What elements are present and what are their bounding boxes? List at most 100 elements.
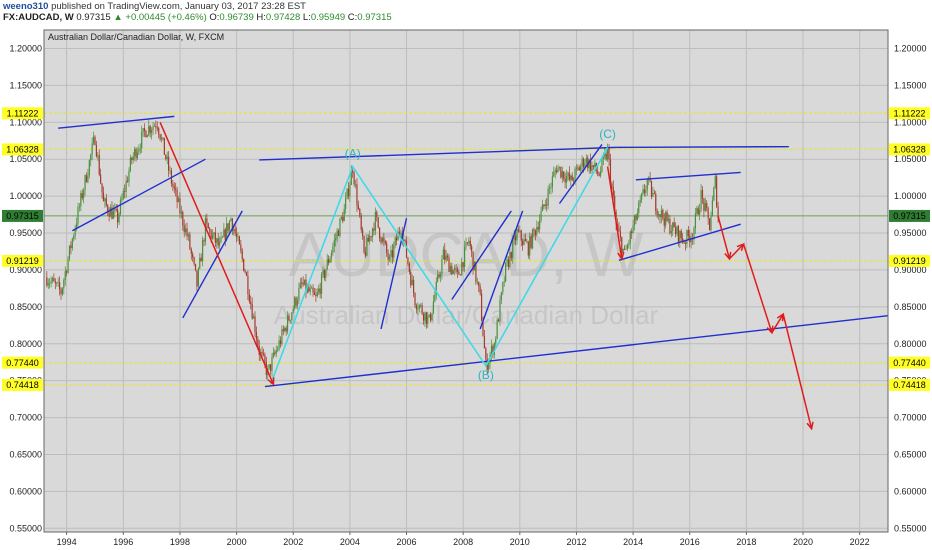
low-value: 0.95949 [310, 12, 346, 23]
candle-body [408, 263, 410, 273]
candle-body [565, 176, 568, 183]
high-value: 0.97428 [265, 12, 301, 23]
level-badge-left [2, 356, 43, 369]
candle-body [374, 211, 376, 231]
candle-body [619, 231, 621, 238]
level-badge-label-right: 0.91219 [893, 256, 926, 266]
candle-body [51, 278, 54, 282]
candle-body [680, 230, 682, 239]
trend-line [259, 146, 617, 161]
candle-body [645, 189, 647, 193]
projection-arrow-shaft [782, 314, 813, 429]
candle-body [700, 190, 702, 211]
candle-body [49, 283, 51, 284]
candle-body [329, 258, 331, 263]
projection-arrow-shaft [606, 166, 623, 259]
candle-body [550, 187, 552, 189]
candle-body [74, 228, 76, 236]
candle-body [292, 308, 294, 313]
candle-body [683, 242, 685, 244]
trend-lines[interactable] [58, 115, 889, 388]
watermark-symbol: AUDCAD, W [289, 221, 644, 290]
candle-body [143, 128, 146, 131]
candle-body [202, 240, 204, 262]
y-tick-label-right: 1.00000 [894, 191, 927, 201]
candle-body [425, 312, 427, 324]
candle-body [369, 236, 371, 242]
candle-body [490, 345, 493, 355]
candle-body [524, 238, 527, 242]
candle-body [46, 277, 48, 286]
y-tick-label-left: 1.05000 [9, 154, 42, 164]
trend-line [479, 210, 524, 330]
level-badge-right [889, 143, 930, 156]
candle-body [94, 136, 96, 145]
candle-body [660, 209, 663, 218]
candle-body [531, 229, 534, 248]
candle-body [466, 242, 469, 244]
level-badge-label-right: 1.11222 [894, 108, 926, 118]
open-label: O: [209, 12, 220, 23]
candle-body [400, 233, 402, 235]
level-badge-label-right: 0.77440 [893, 358, 926, 368]
candle-body [503, 281, 505, 283]
candle-body [319, 288, 321, 294]
candle-body [652, 192, 654, 197]
candle-body [252, 316, 255, 319]
candle-body [383, 237, 385, 242]
candle-body [456, 269, 459, 272]
candle-body [607, 147, 609, 160]
y-tick-label-left: 0.80000 [9, 339, 42, 349]
candle-body [299, 282, 301, 288]
candle-body [281, 329, 283, 345]
candle-body [455, 268, 457, 270]
candle-body [141, 131, 143, 149]
candle-body [452, 270, 454, 275]
candle-body [156, 127, 158, 129]
candle-body [204, 218, 207, 242]
candle-body [285, 327, 287, 332]
candle-body [320, 274, 323, 294]
candle-body [308, 286, 310, 292]
candle-body [115, 209, 117, 210]
wave-path[interactable]: (A) (B) (C) [269, 127, 616, 385]
candle-body [60, 289, 62, 295]
level-badge-right [889, 356, 930, 369]
price-badges: 1.11222 1.11222 1.06328 1.06328 0.97315 0.973… [2, 107, 930, 391]
candle-body [245, 272, 248, 276]
projection-arrow-head [267, 377, 275, 386]
candle-body [168, 156, 170, 171]
x-tick-label: 2010 [510, 537, 530, 547]
candle-body [485, 348, 487, 360]
candle-body [672, 222, 674, 232]
candle-body [643, 189, 646, 193]
candle-body [614, 196, 616, 212]
x-tick-label: 1998 [170, 537, 190, 547]
x-tick-label: 2014 [623, 537, 643, 547]
candle-body [679, 230, 681, 243]
candle-body [322, 270, 324, 275]
candle-body [315, 294, 317, 297]
x-tick-label: 2004 [340, 537, 360, 547]
candle-body [380, 238, 382, 243]
candle-body [64, 271, 66, 280]
candle-body [499, 300, 501, 322]
candle-body [543, 204, 545, 207]
candle-body [165, 154, 167, 160]
open-value: 0.96739 [219, 12, 254, 23]
y-tick-label-right: 0.95000 [894, 228, 927, 238]
candle-body [476, 281, 478, 283]
candle-body [642, 189, 644, 194]
candle-body [424, 312, 426, 321]
y-tick-label-left: 0.65000 [9, 449, 42, 459]
candle-body [261, 351, 263, 354]
candle-body [142, 128, 144, 132]
projection-arrows[interactable] [159, 121, 814, 431]
candle-body [217, 238, 219, 246]
candle-body [248, 294, 250, 302]
trend-line [58, 115, 175, 129]
candle-body [47, 283, 49, 286]
candle-body [309, 288, 311, 292]
author-name[interactable]: weeno310 [3, 1, 49, 12]
